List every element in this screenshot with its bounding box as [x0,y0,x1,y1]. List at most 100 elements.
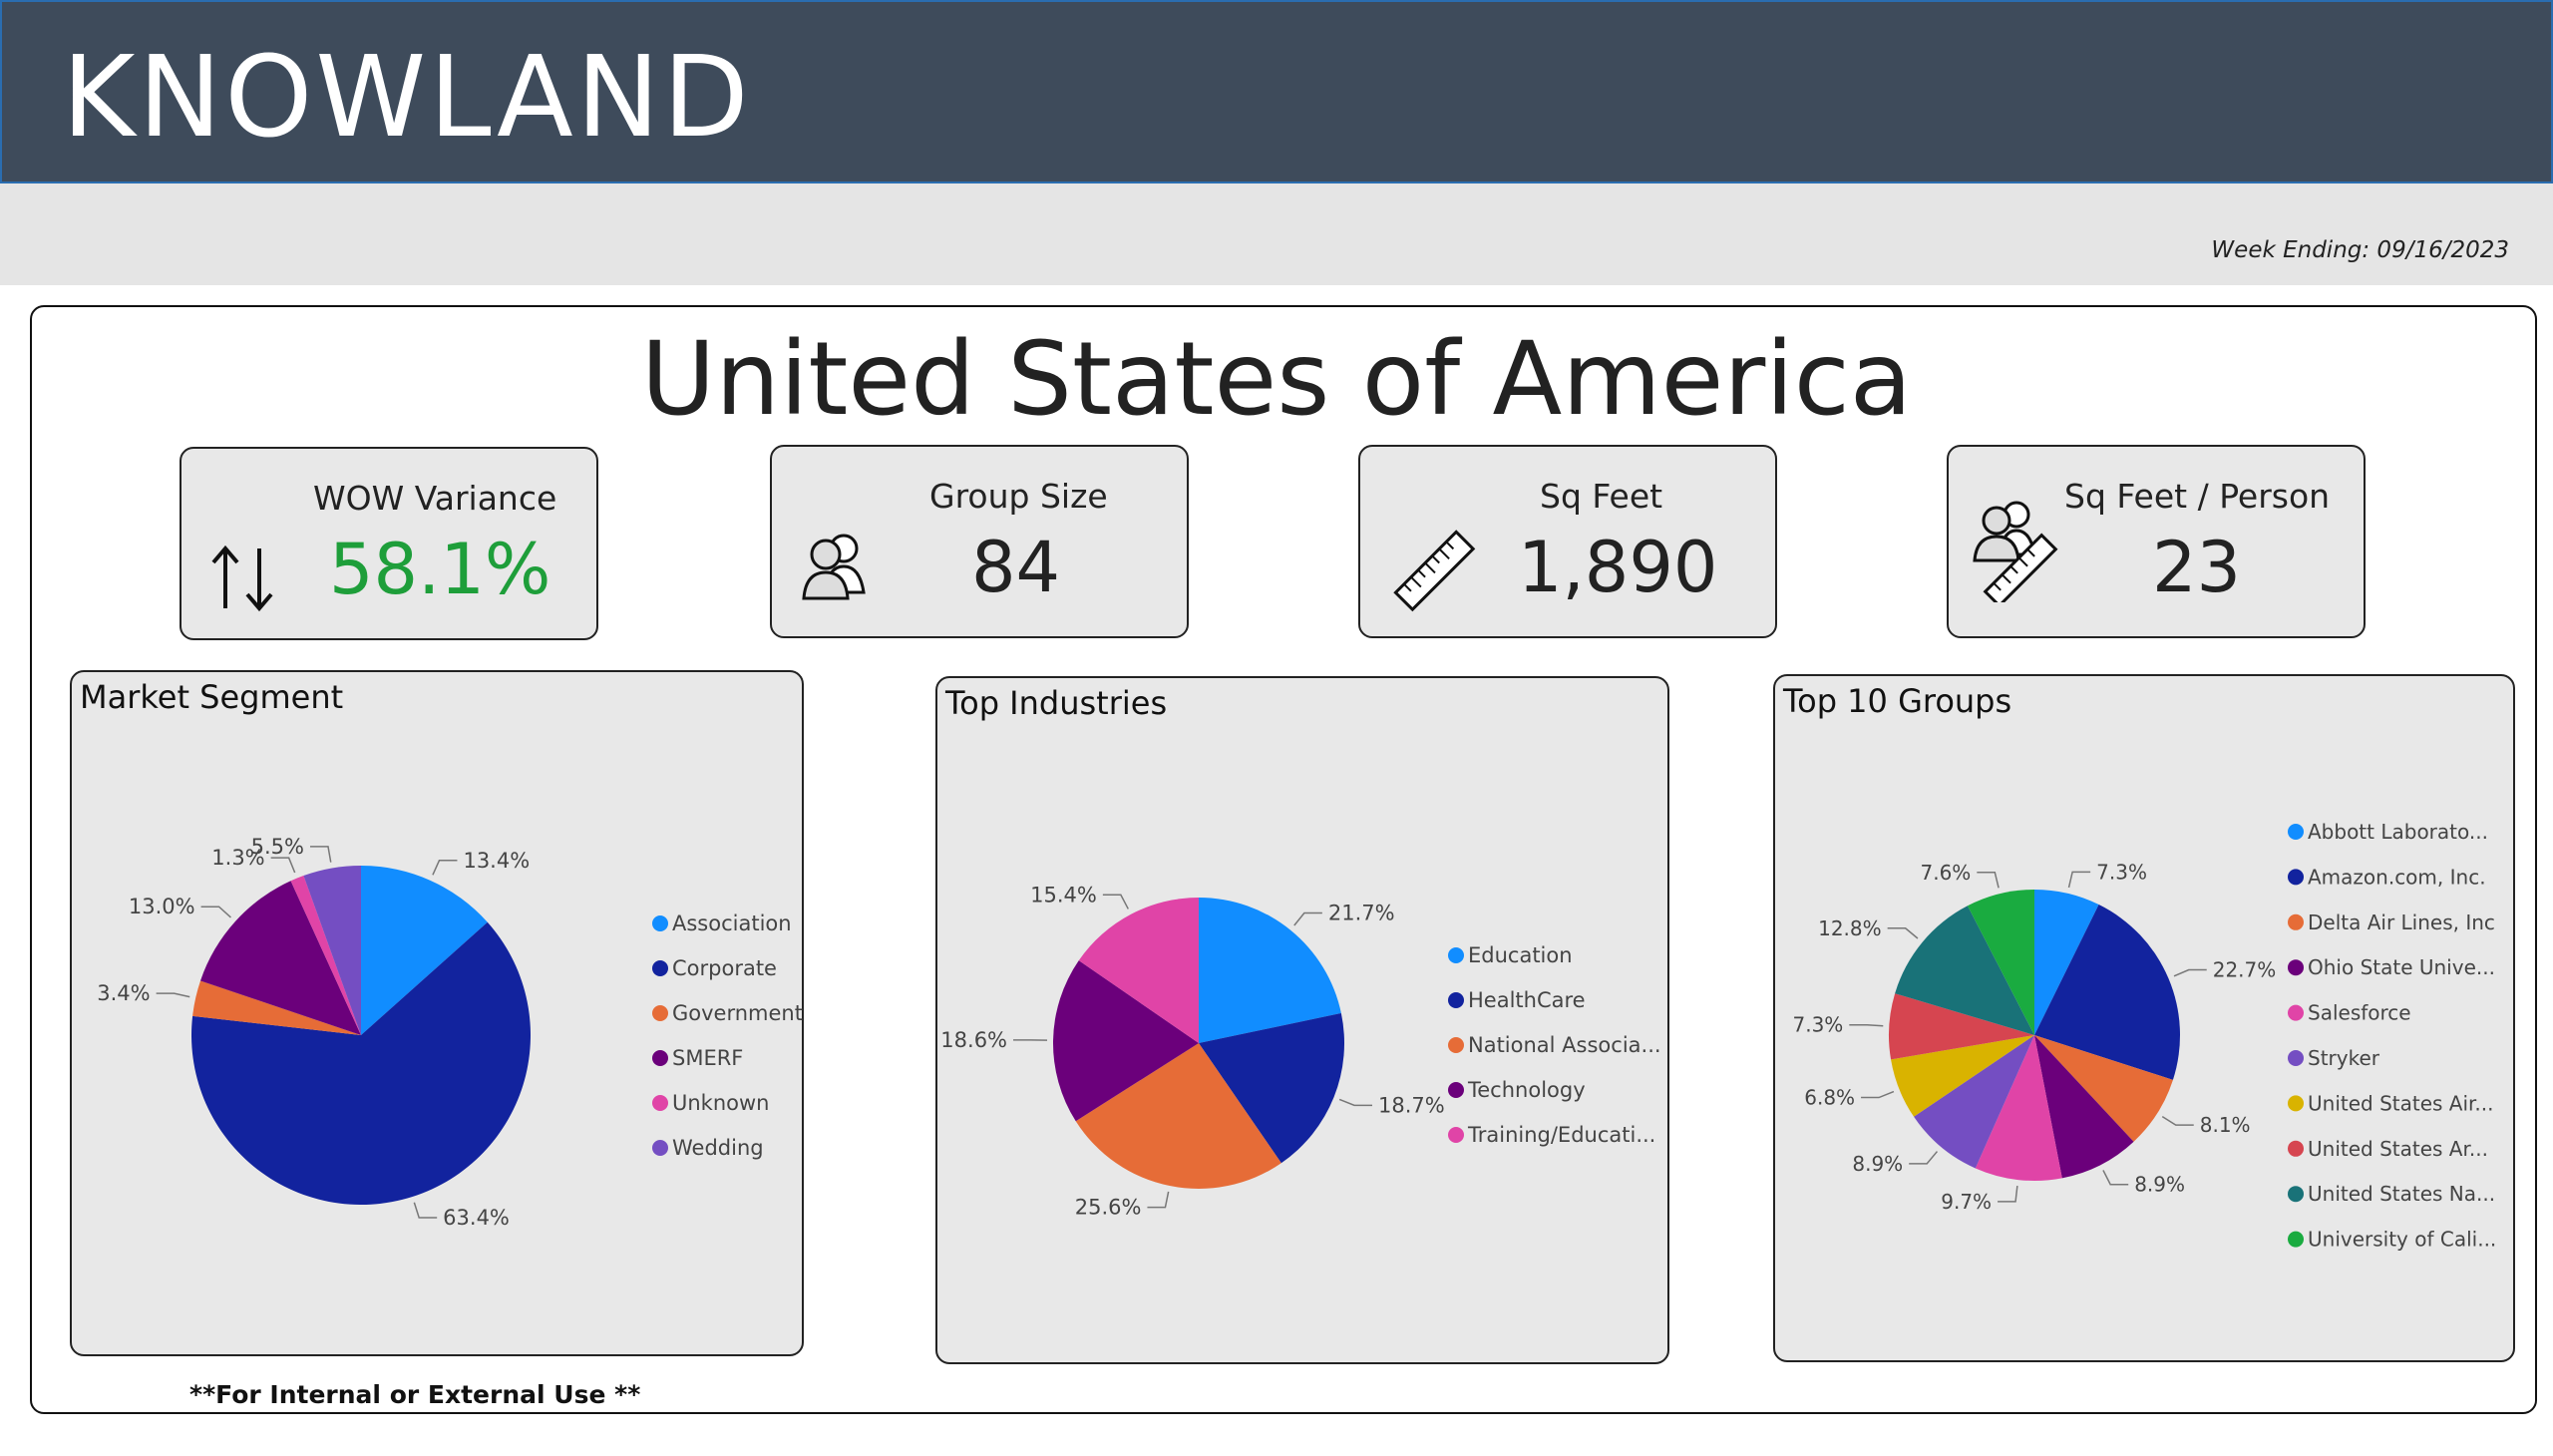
legend-swatch[interactable] [2288,1140,2304,1157]
pie-slice[interactable] [2034,1035,2173,1142]
legend-label[interactable]: Stryker [2308,1046,2380,1070]
legend-label[interactable]: SMERF [672,1046,743,1070]
leader-line [413,1202,438,1219]
legend-label[interactable]: Corporate [672,956,777,980]
sub-header [0,183,2553,285]
leader-line [1909,1151,1939,1165]
kpi-label: Sq Feet / Person [2064,477,2331,516]
legend-label[interactable]: University of Cali... [2308,1228,2496,1252]
legend-swatch[interactable] [2288,959,2304,976]
legend-swatch[interactable] [2288,1004,2304,1021]
pie-slice[interactable] [2034,905,2180,1080]
leader-line [2161,1115,2194,1126]
legend-swatch[interactable] [2288,1050,2304,1066]
pie-slice[interactable] [1889,993,2034,1060]
leader-line [1861,1090,1895,1099]
leader-line [1849,1023,1884,1027]
data-label: 18.6% [940,1028,1007,1052]
legend-swatch[interactable] [1448,1127,1464,1143]
pie-slice[interactable] [1078,898,1199,1043]
legend-swatch[interactable] [652,960,668,976]
up-down-arrows-icon [211,545,273,612]
header-bar: KNOWLAND [0,0,2553,183]
leader-line [1147,1191,1170,1209]
chart-title: Top Industries [945,684,1168,722]
legend-swatch[interactable] [2288,1186,2304,1203]
pie-slice[interactable] [1199,1012,1344,1164]
legend-label[interactable]: Amazon.com, Inc. [2308,865,2486,889]
data-label: 13.4% [463,849,530,873]
pie-slice[interactable] [1075,1043,1281,1189]
legend-swatch[interactable] [2288,824,2304,840]
legend-label[interactable]: Unknown [672,1091,769,1115]
legend-swatch[interactable] [1448,992,1464,1008]
market-segment-pie: 13.4% 63.4% 3.4% 13.0% 1.3%5.5% Association Co… [97,835,803,1230]
chart-market-segment: Market Segment 13.4% 63.4% 3.4% 13.0% 1.3% 5.… [70,670,804,1356]
pie-slice[interactable] [1895,906,2034,1035]
pie-slice[interactable] [192,980,361,1035]
pie-slice[interactable] [290,876,361,1035]
leader-line [1293,911,1322,926]
pie-slice[interactable] [2034,890,2099,1035]
leader-line [2173,968,2207,977]
leader-line [2102,1170,2129,1186]
kpi-card-wow-variance: WOW Variance 58.1% [180,447,598,640]
legend-label[interactable]: Salesforce [2308,1001,2411,1025]
legend-swatch[interactable] [652,1140,668,1156]
pie-slice[interactable] [1891,1035,2034,1117]
data-label: 7.6% [1920,861,1971,885]
legend-label[interactable]: Delta Air Lines, Inc [2308,910,2495,934]
pie-slice[interactable] [1975,1035,2062,1181]
pie-slice[interactable] [199,881,361,1035]
legend-swatch[interactable] [652,1050,668,1066]
legend-label[interactable]: Association [672,911,792,935]
kpi-card-sq-feet: Sq Feet 1,890 [1358,445,1777,638]
legend-label[interactable]: Technology [1467,1078,1586,1102]
legend-swatch[interactable] [2288,869,2304,886]
data-label: 1.3% [211,846,264,870]
legend-swatch[interactable] [652,915,668,931]
legend-swatch[interactable] [2288,1231,2304,1248]
legend-label[interactable]: United States Ar... [2308,1137,2488,1161]
brand-logo: KNOWLAND [62,33,752,163]
legend-label[interactable]: United States Na... [2308,1182,2495,1206]
chart-title: Top 10 Groups [1783,682,2012,720]
legend-swatch[interactable] [2288,913,2304,930]
kpi-label: WOW Variance [313,479,557,518]
legend-label[interactable]: Abbott Laborato... [2308,820,2488,844]
legend-swatch[interactable] [1448,947,1464,963]
pie-slice[interactable] [1967,890,2034,1035]
pie-slice[interactable] [303,866,361,1035]
legend-label[interactable]: Education [1468,943,1573,967]
leader-line [2067,871,2091,889]
pie-slice[interactable] [191,921,531,1205]
legend-label[interactable]: Wedding [672,1136,764,1160]
pie-slice[interactable] [1053,960,1199,1122]
data-label: 8.1% [2200,1113,2251,1137]
leader-line [156,992,190,998]
week-ending: Week Ending: 09/16/2023 [2211,237,2509,263]
legend-label[interactable]: United States Air... [2308,1091,2493,1115]
legend-swatch[interactable] [652,1005,668,1021]
data-label: 7.3% [2096,860,2147,884]
kpi-label: Sq Feet [1540,477,1663,516]
legend-label[interactable]: Ohio State Unive... [2308,955,2495,979]
legend-label[interactable]: Government [672,1001,803,1025]
legend-swatch[interactable] [1448,1037,1464,1053]
people-ruler-icon [1973,501,2058,602]
page-title: United States of America [640,320,1913,439]
pie-slice[interactable] [2034,1035,2134,1179]
legend-swatch[interactable] [2288,1095,2304,1112]
legend-label[interactable]: HealthCare [1468,988,1586,1012]
top-10-groups-pie: 7.3% 22.7% 8.1% 8.9% 9.7% 8.9% 6.8% 7.3% 12.8% 7.… [1793,820,2497,1252]
pie-slice[interactable] [1914,1035,2034,1169]
legend-label[interactable]: Training/Educati... [1467,1123,1655,1147]
data-label: 15.4% [1030,883,1097,907]
kpi-value: 23 [2152,527,2242,608]
kpi-value: 84 [971,527,1061,608]
legend-label[interactable]: National Associa... [1468,1033,1661,1057]
pie-slice[interactable] [1199,898,1341,1043]
pie-slice[interactable] [361,866,488,1035]
legend-swatch[interactable] [652,1095,668,1111]
legend-swatch[interactable] [1448,1082,1464,1098]
